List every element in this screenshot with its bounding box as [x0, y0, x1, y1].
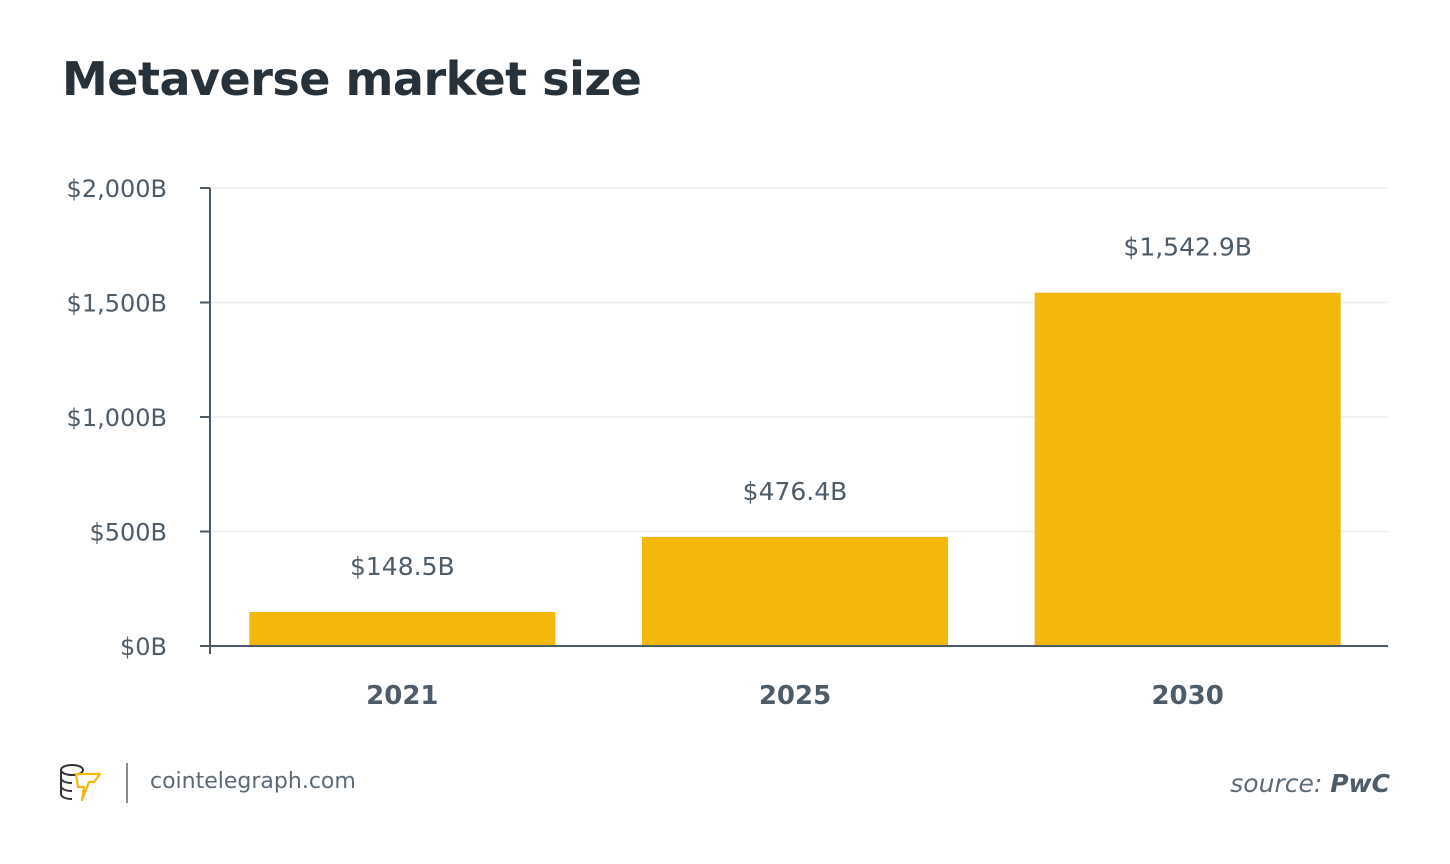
cointelegraph-logo-icon — [58, 762, 104, 810]
chart-title: Metaverse market size — [62, 52, 642, 106]
bar-2021 — [249, 611, 556, 646]
footer-divider — [126, 763, 128, 803]
y-tick-label: $1,000B — [67, 404, 167, 432]
x-tick-label: 2025 — [759, 681, 831, 711]
source-prefix: source: — [1230, 769, 1323, 798]
data-label: $1,542.9B — [1123, 233, 1251, 262]
data-label: $476.4B — [743, 477, 848, 506]
site-name: cointelegraph.com — [150, 769, 356, 794]
x-tick-label: 2030 — [1151, 681, 1223, 711]
y-tick-label: $2,000B — [67, 175, 167, 203]
source-credit: source: PwC — [1230, 769, 1390, 798]
bar-2025 — [642, 536, 948, 646]
y-tick-label: $500B — [89, 519, 167, 547]
source-name: PwC — [1330, 769, 1390, 798]
x-tick-label: 2021 — [366, 681, 438, 711]
data-label: $148.5B — [350, 552, 455, 581]
y-tick-label: $0B — [120, 633, 167, 661]
bar-2030 — [1034, 292, 1341, 646]
y-tick-label: $1,500B — [67, 290, 167, 318]
